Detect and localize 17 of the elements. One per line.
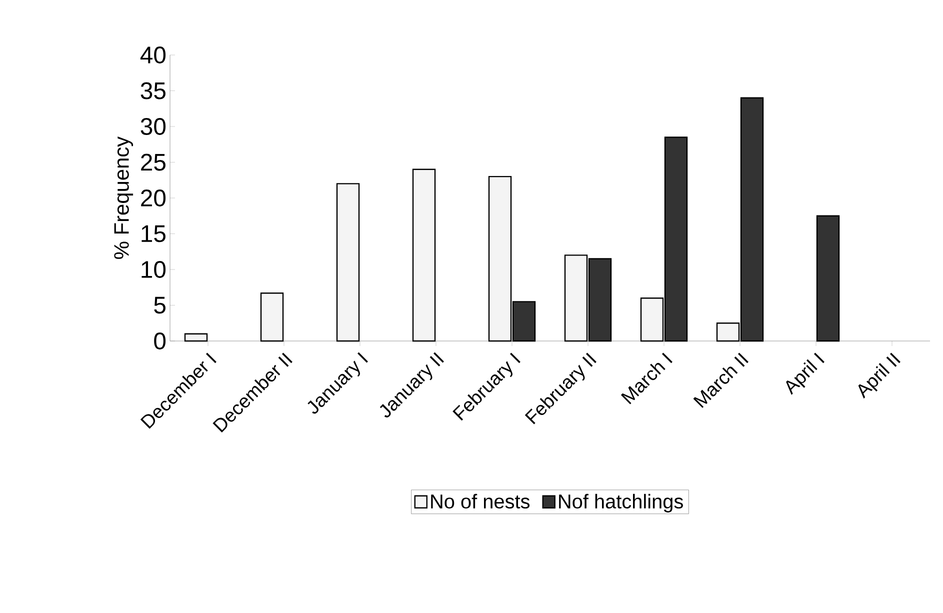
bar: [260, 292, 284, 342]
y-tick-label: 20: [141, 190, 166, 206]
bar: [412, 168, 436, 342]
y-axis-title: % Frequency: [114, 136, 134, 259]
legend-label: No of nests: [431, 494, 530, 509]
y-tick-label: 0: [154, 332, 166, 350]
bar: [184, 333, 208, 342]
legend-label: Nof hatchlings: [559, 494, 683, 512]
y-tick-label: 10: [142, 261, 166, 278]
y-tick-label: 35: [140, 82, 166, 100]
bar: [336, 183, 360, 342]
y-tick-label: 15: [142, 225, 166, 242]
y-tick-label: 40: [140, 46, 166, 64]
y-tick-label: 25: [141, 154, 166, 171]
bar: [816, 215, 840, 342]
y-tick-label: 30: [140, 118, 166, 135]
y-tick-label: 5: [154, 296, 166, 314]
